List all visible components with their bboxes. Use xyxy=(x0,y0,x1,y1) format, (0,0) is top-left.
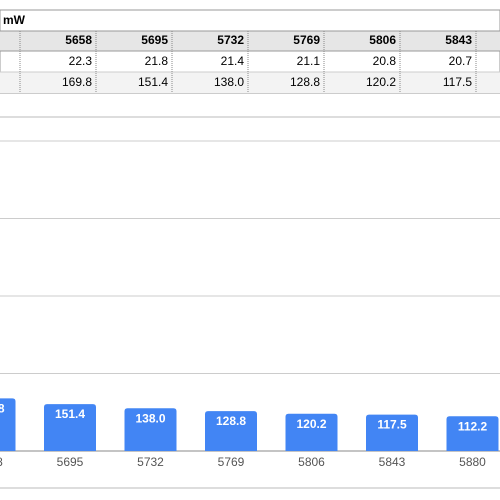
table-cell: 20.7 xyxy=(449,54,473,68)
table-title: mW xyxy=(3,13,26,27)
x-tick-label: 5880 xyxy=(459,455,486,469)
bar xyxy=(124,408,177,451)
x-tick-label: 5695 xyxy=(57,455,84,469)
data-label: 151.4 xyxy=(55,407,85,421)
column-header: 5806 xyxy=(369,33,396,47)
table-cell: 128.8 xyxy=(290,75,320,89)
table-cell: 22.3 xyxy=(69,54,93,68)
column-header: 5769 xyxy=(293,33,320,47)
bar xyxy=(285,413,338,451)
table-cell: 120.2 xyxy=(366,75,396,89)
column-header: 5732 xyxy=(217,33,244,47)
x-tick-label: 5806 xyxy=(298,455,325,469)
table-cell: 20.8 xyxy=(373,54,397,68)
data-label: 128.8 xyxy=(216,414,246,428)
table-cells: 5658 5695 5732 5769 5806 5843 22.3 21.8 21.4 21.1… xyxy=(19,31,477,93)
bar xyxy=(44,404,96,451)
bar xyxy=(0,398,16,451)
row-bg xyxy=(0,72,500,93)
x-tick-label: 5658 xyxy=(0,455,3,469)
table-cell: 117.5 xyxy=(443,75,472,89)
x-tick-label: 5769 xyxy=(218,455,245,469)
table-cell: 21.8 xyxy=(145,54,169,68)
column-header: 5843 xyxy=(445,33,472,47)
bar xyxy=(446,416,499,451)
bar xyxy=(205,411,257,451)
data-label: 138.0 xyxy=(135,411,165,425)
bar xyxy=(366,414,418,451)
x-tick-label: 5843 xyxy=(379,455,406,469)
data-label: 112.2 xyxy=(458,419,488,433)
table-cell: 169.8 xyxy=(62,75,92,89)
table-cell: 138.0 xyxy=(214,75,244,89)
table-cell: 21.4 xyxy=(221,54,245,68)
header-row xyxy=(0,31,500,51)
x-tick-label: 5732 xyxy=(137,455,164,469)
column-header: 5695 xyxy=(141,33,168,47)
table-cell: 21.1 xyxy=(297,54,321,68)
table-cell: 151.4 xyxy=(138,75,168,89)
column-header: 5658 xyxy=(65,33,92,47)
data-label: 117.5 xyxy=(377,418,407,432)
chart: 169.8 5658 151.4 5695 138.0 5732 128.8 5769 120.… xyxy=(0,140,500,469)
data-label: 169.8 xyxy=(0,402,5,416)
data-label: 120.2 xyxy=(296,417,326,431)
